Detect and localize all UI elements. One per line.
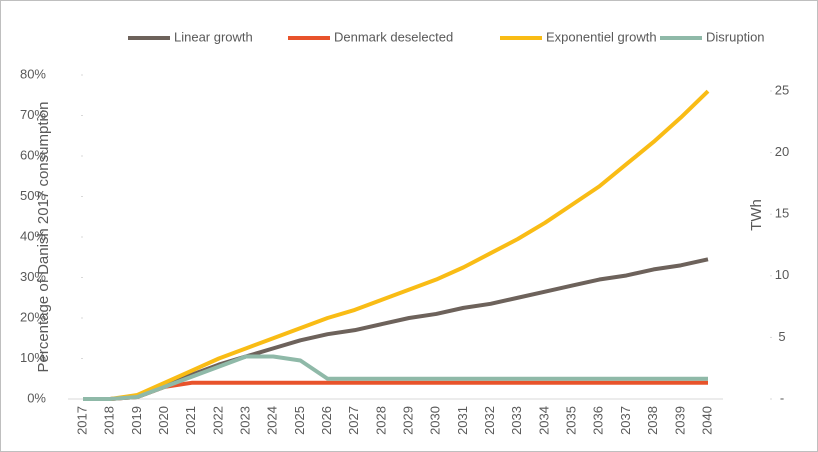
x-tick-label: 2026 [319, 406, 334, 435]
y2-tick-label: 25 [775, 82, 789, 97]
legend-label: Denmark deselected [334, 29, 453, 44]
series-line [83, 89, 710, 401]
y2-tick-label: - [780, 390, 784, 405]
x-tick-label: 2018 [102, 406, 117, 435]
x-tick-label: 2027 [346, 406, 361, 435]
series-line [83, 354, 708, 401]
y2-tick-label: 10 [775, 267, 789, 282]
x-tick-label: 2034 [536, 406, 551, 435]
x-tick-label: 2019 [129, 406, 144, 435]
x-tick-label: 2029 [401, 406, 416, 435]
x-tick-label: 2023 [237, 406, 252, 435]
y2-axis-title: TWh [748, 199, 765, 231]
x-tick-label: 2030 [428, 406, 443, 435]
x-tick-label: 2031 [455, 406, 470, 435]
x-tick-label: 2017 [74, 406, 89, 435]
x-tick-label: 2038 [645, 406, 660, 435]
y-tick-label: 20% [20, 309, 46, 324]
y-tick-label: 10% [20, 350, 46, 365]
x-tick-label: 2025 [292, 406, 307, 435]
x-tick-label: 2039 [672, 406, 687, 435]
y-tick-label: 60% [20, 147, 46, 162]
x-tick-label: 2033 [509, 406, 524, 435]
y2-tick-label: 20 [775, 144, 789, 159]
y-tick-label: 0% [27, 390, 46, 405]
x-tick-label: 2040 [699, 406, 714, 435]
x-tick-label: 2024 [265, 406, 280, 435]
y-tick-label: 70% [20, 107, 46, 122]
y-tick-label: 40% [20, 228, 46, 243]
x-tick-label: 2021 [183, 406, 198, 435]
y-tick-label: 50% [20, 188, 46, 203]
x-tick-label: 2022 [210, 406, 225, 435]
y-tick-label: 80% [20, 66, 46, 81]
x-tick-label: 2032 [482, 406, 497, 435]
legend-label: Linear growth [174, 29, 253, 44]
series-line [83, 380, 708, 401]
x-tick-label: 2020 [156, 406, 171, 435]
x-tick-label: 2036 [591, 406, 606, 435]
y2-tick-label: 5 [778, 329, 785, 344]
x-tick-label: 2028 [373, 406, 388, 435]
x-tick-label: 2037 [618, 406, 633, 435]
y2-tick-label: 15 [775, 206, 789, 221]
legend-label: Disruption [706, 29, 765, 44]
x-tick-label: 2035 [564, 406, 579, 435]
y-tick-label: 30% [20, 269, 46, 284]
y-axis-title: Percentage of Danish 2017 consumption [35, 101, 52, 372]
legend-label: Exponentiel growth [546, 29, 657, 44]
